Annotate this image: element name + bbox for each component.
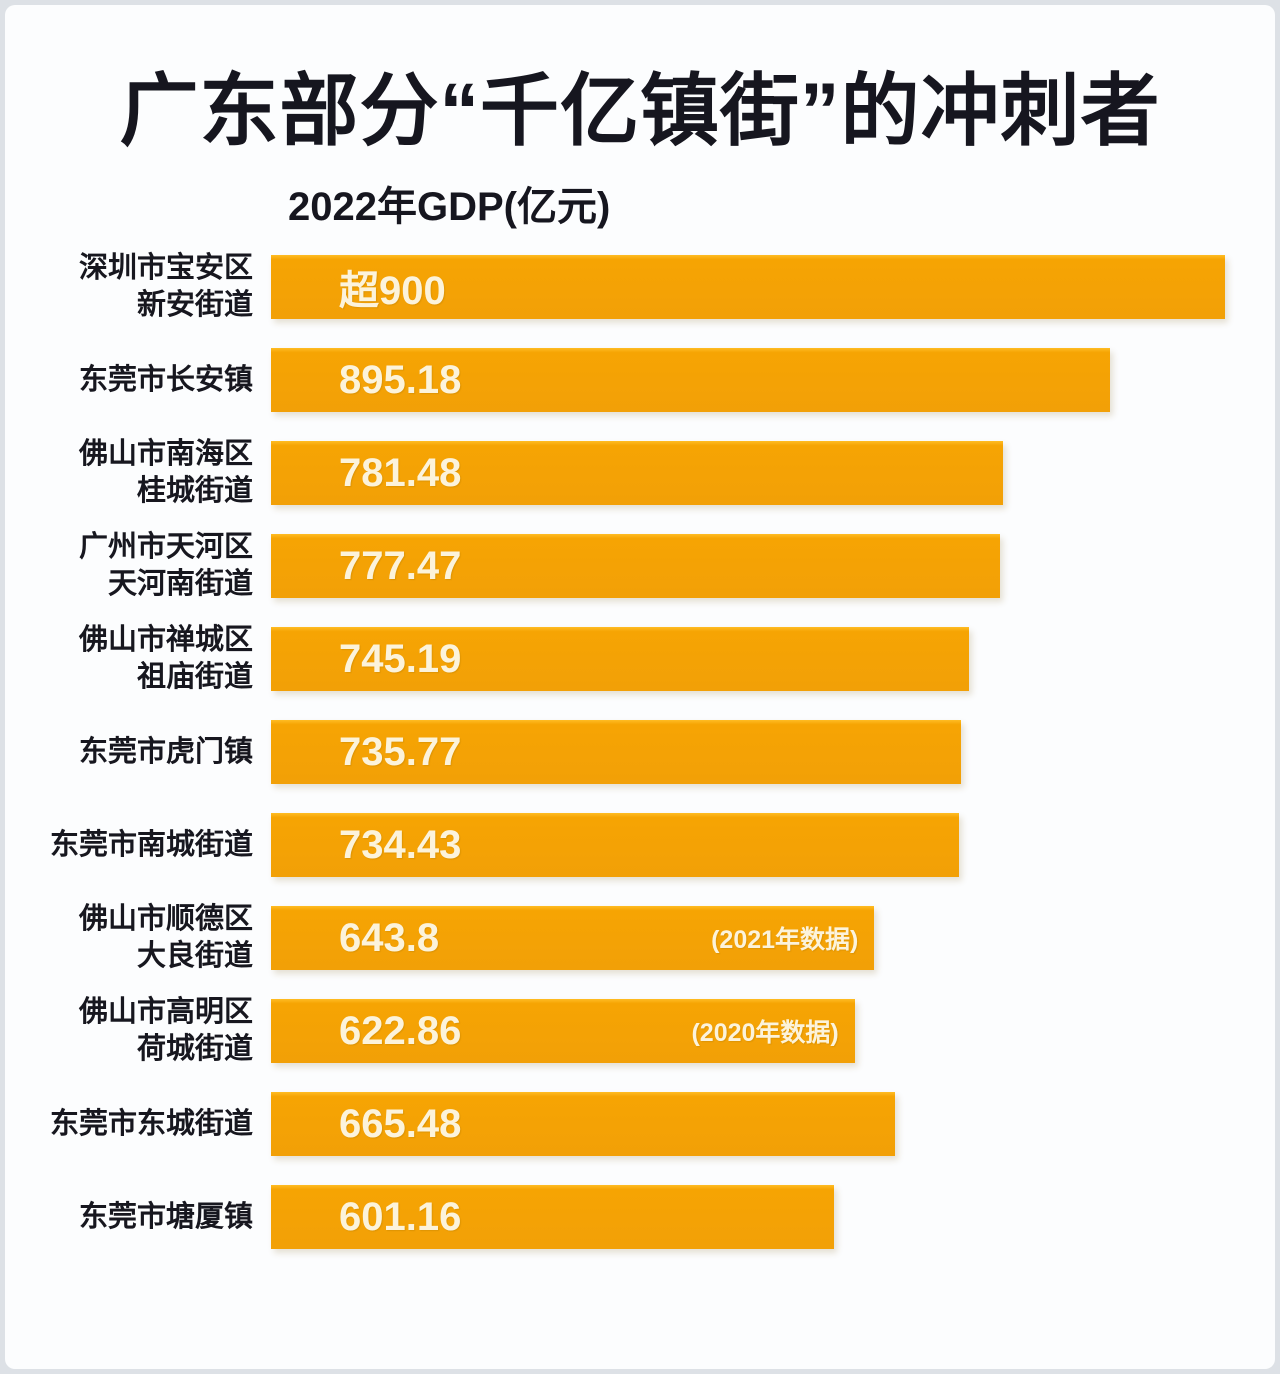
bar-track: 622.86 (2020年数据) bbox=[271, 999, 1227, 1064]
bar-chart: 深圳市宝安区新安街道 超900 东莞市长安镇 895.18 佛山市南海区桂城街道… bbox=[5, 252, 1275, 1250]
bar-track: 895.18 bbox=[271, 348, 1227, 413]
chart-row: 东莞市南城街道 734.43 bbox=[5, 813, 1275, 878]
gdp-bar: 622.86 (2020年数据) bbox=[271, 999, 855, 1064]
bar-category-label-line: 东莞市塘厦镇 bbox=[78, 1200, 253, 1233]
bar-category-label-line: 东莞市南城街道 bbox=[49, 828, 253, 861]
infographic-card: 广东部分“千亿镇街”的冲刺者 2022年GDP(亿元) 深圳市宝安区新安街道 超… bbox=[5, 5, 1275, 1369]
bar-track: 777.47 bbox=[271, 534, 1227, 599]
bar-category-label-line: 新安街道 bbox=[136, 289, 253, 322]
value-axis-label: 2022年GDP(亿元) bbox=[288, 185, 611, 230]
bar-category-label-line: 天河南街道 bbox=[107, 568, 253, 601]
bar-category-label: 东莞市虎门镇 bbox=[5, 720, 271, 784]
bar-category-label: 东莞市东城街道 bbox=[5, 1092, 271, 1156]
bar-track: 735.77 bbox=[271, 720, 1227, 785]
bar-value-label: 745.19 bbox=[339, 636, 462, 681]
bar-category-label-line: 桂城街道 bbox=[136, 475, 253, 508]
bar-value-label: 734.43 bbox=[339, 822, 462, 867]
gdp-bar: 665.48 bbox=[271, 1092, 895, 1157]
chart-row: 东莞市长安镇 895.18 bbox=[5, 348, 1275, 413]
bar-category-label-line: 广州市天河区 bbox=[78, 531, 253, 564]
bar-category-label-line: 东莞市东城街道 bbox=[49, 1107, 253, 1140]
bar-category-label: 深圳市宝安区新安街道 bbox=[5, 252, 271, 321]
chart-row: 佛山市高明区荷城街道 622.86 (2020年数据) bbox=[5, 996, 1275, 1065]
chart-row: 佛山市南海区桂城街道 781.48 bbox=[5, 438, 1275, 507]
bar-value-label: 781.48 bbox=[339, 450, 462, 495]
bar-category-label-line: 大良街道 bbox=[136, 940, 253, 973]
bar-category-label: 东莞市南城街道 bbox=[5, 813, 271, 877]
chart-row: 东莞市东城街道 665.48 bbox=[5, 1092, 1275, 1157]
gdp-bar: 643.8 (2021年数据) bbox=[271, 906, 875, 971]
bar-track: 665.48 bbox=[271, 1092, 1227, 1157]
bar-category-label: 佛山市高明区荷城街道 bbox=[5, 996, 271, 1065]
bar-value-label: 643.8 bbox=[339, 915, 440, 960]
gdp-bar: 781.48 bbox=[271, 441, 1004, 506]
bar-value-label: 622.86 bbox=[339, 1008, 462, 1053]
bar-category-label: 广州市天河区天河南街道 bbox=[5, 531, 271, 600]
gdp-bar: 895.18 bbox=[271, 348, 1110, 413]
bar-category-label-line: 东莞市虎门镇 bbox=[78, 735, 253, 768]
bar-value-label: 超900 bbox=[339, 269, 446, 314]
bar-track: 643.8 (2021年数据) bbox=[271, 906, 1227, 971]
bar-track: 超900 bbox=[271, 255, 1227, 320]
bar-note-label: (2020年数据) bbox=[691, 1019, 839, 1048]
bar-category-label: 佛山市南海区桂城街道 bbox=[5, 438, 271, 507]
bar-value-label: 665.48 bbox=[339, 1101, 462, 1146]
bar-category-label-line: 佛山市禅城区 bbox=[78, 624, 253, 657]
bar-category-label-line: 荷城街道 bbox=[136, 1033, 253, 1066]
bar-category-label: 东莞市塘厦镇 bbox=[5, 1185, 271, 1249]
gdp-bar: 超900 bbox=[271, 255, 1226, 320]
chart-row: 佛山市禅城区祖庙街道 745.19 bbox=[5, 624, 1275, 693]
bar-category-label-line: 佛山市南海区 bbox=[78, 438, 253, 471]
bar-value-label: 601.16 bbox=[339, 1194, 462, 1239]
bar-track: 745.19 bbox=[271, 627, 1227, 692]
chart-row: 广州市天河区天河南街道 777.47 bbox=[5, 531, 1275, 600]
bar-category-label-line: 佛山市高明区 bbox=[78, 996, 253, 1029]
gdp-bar: 601.16 bbox=[271, 1185, 835, 1250]
gdp-bar: 777.47 bbox=[271, 534, 1000, 599]
bar-category-label: 佛山市禅城区祖庙街道 bbox=[5, 624, 271, 693]
bar-category-label-line: 佛山市顺德区 bbox=[78, 903, 253, 936]
chart-row: 东莞市虎门镇 735.77 bbox=[5, 720, 1275, 785]
bar-value-label: 777.47 bbox=[339, 543, 462, 588]
gdp-bar: 745.19 bbox=[271, 627, 970, 692]
bar-track: 601.16 bbox=[271, 1185, 1227, 1250]
bar-track: 781.48 bbox=[271, 441, 1227, 506]
bar-value-label: 895.18 bbox=[339, 357, 462, 402]
bar-category-label-line: 东莞市长安镇 bbox=[78, 363, 253, 396]
chart-title: 广东部分“千亿镇街”的冲刺者 bbox=[119, 66, 1161, 155]
gdp-bar: 735.77 bbox=[271, 720, 961, 785]
gdp-bar: 734.43 bbox=[271, 813, 960, 878]
bar-note-label: (2021年数据) bbox=[711, 926, 859, 955]
chart-row: 深圳市宝安区新安街道 超900 bbox=[5, 252, 1275, 321]
bar-category-label-line: 祖庙街道 bbox=[136, 661, 253, 694]
bar-category-label-line: 深圳市宝安区 bbox=[78, 252, 253, 285]
chart-row: 佛山市顺德区大良街道 643.8 (2021年数据) bbox=[5, 903, 1275, 972]
bar-value-label: 735.77 bbox=[339, 729, 462, 774]
bar-category-label: 佛山市顺德区大良街道 bbox=[5, 903, 271, 972]
bar-track: 734.43 bbox=[271, 813, 1227, 878]
chart-row: 东莞市塘厦镇 601.16 bbox=[5, 1185, 1275, 1250]
bar-category-label: 东莞市长安镇 bbox=[5, 348, 271, 412]
